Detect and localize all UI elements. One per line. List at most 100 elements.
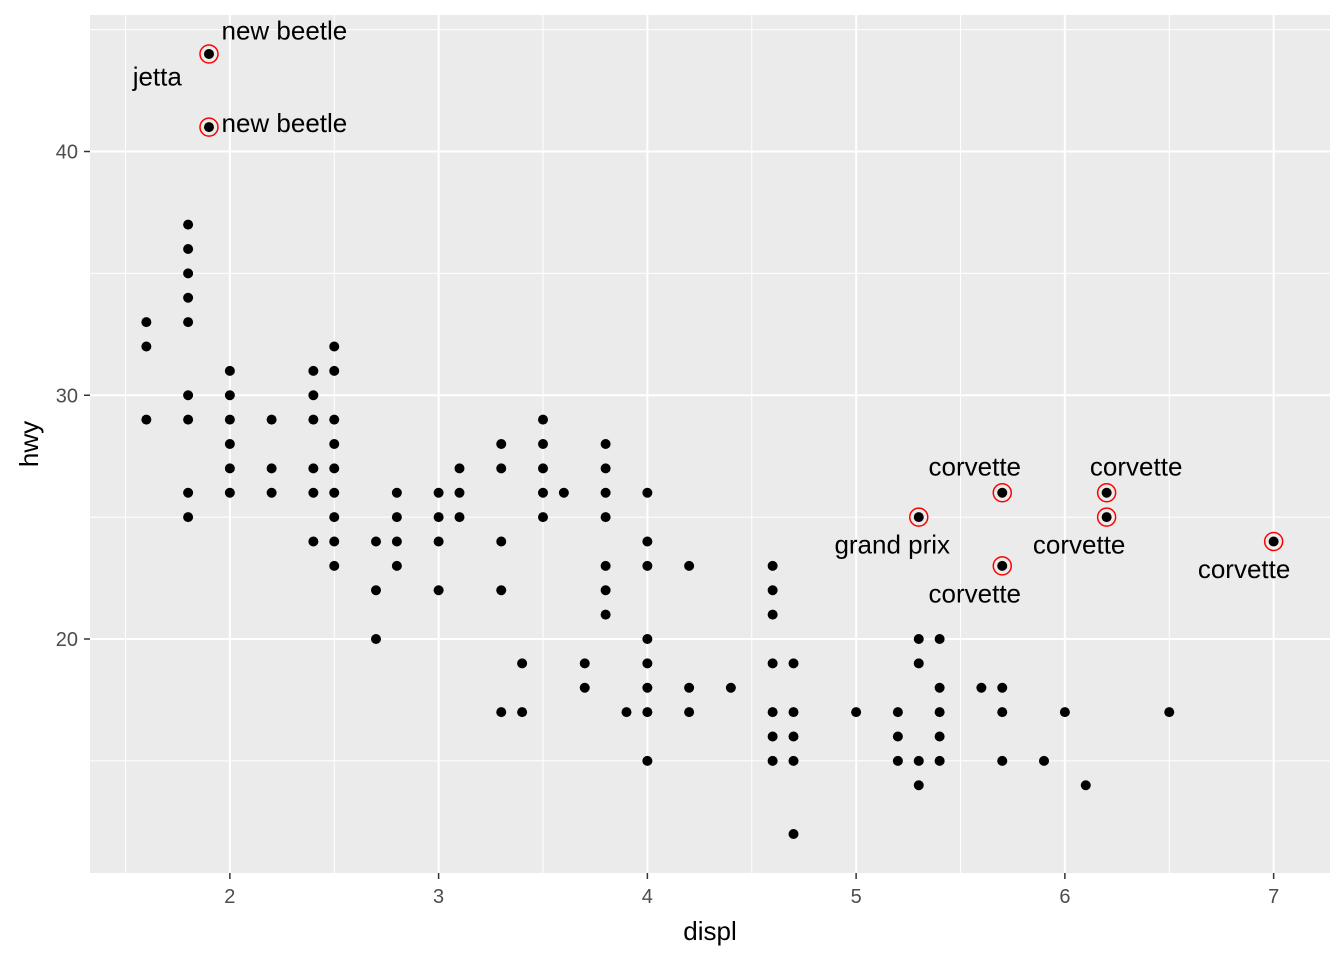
point-annotation: corvette	[929, 452, 1022, 482]
data-point	[370, 634, 381, 644]
data-point	[767, 560, 778, 571]
data-point	[183, 268, 194, 279]
data-point	[913, 755, 924, 766]
data-point	[767, 658, 778, 669]
plot-panel	[90, 15, 1330, 873]
data-point	[642, 707, 653, 718]
data-point	[537, 439, 548, 449]
data-point	[517, 658, 528, 669]
data-point	[1101, 487, 1112, 498]
data-point	[496, 439, 507, 449]
data-point	[537, 463, 548, 474]
data-point	[997, 487, 1008, 498]
point-annotation: corvette	[929, 578, 1022, 608]
data-point	[600, 439, 611, 449]
data-point	[621, 707, 632, 718]
data-point	[600, 512, 611, 523]
grid-major	[90, 15, 1330, 873]
point-annotation: corvette	[1198, 554, 1291, 584]
data-point	[496, 536, 507, 547]
data-point	[600, 463, 611, 474]
data-point	[496, 585, 507, 596]
data-point	[1164, 707, 1175, 718]
data-point	[913, 658, 924, 669]
highlight-ring	[199, 117, 219, 137]
data-point	[725, 682, 736, 693]
data-point	[767, 731, 778, 742]
data-point	[684, 707, 695, 718]
data-point	[997, 707, 1008, 718]
data-point	[934, 682, 945, 693]
data-point	[579, 658, 590, 669]
highlight-ring	[1096, 483, 1117, 503]
data-point	[141, 414, 152, 425]
data-point	[391, 560, 402, 571]
data-point	[892, 731, 903, 742]
data-point	[203, 49, 214, 59]
data-point	[892, 755, 903, 766]
x-tick-label: 3	[433, 886, 444, 908]
point-annotation: grand prix	[834, 530, 950, 560]
data-point	[183, 487, 194, 498]
data-point	[329, 487, 340, 498]
y-tick-label: 20	[56, 629, 78, 651]
annotations: new beetle jetta new beetle corvette grand p…	[132, 15, 1291, 608]
data-point	[997, 755, 1008, 766]
data-point	[684, 682, 695, 693]
data-point	[997, 560, 1008, 571]
y-axis: 20 30 40	[56, 142, 90, 651]
data-point	[266, 487, 277, 498]
data-point	[308, 463, 319, 474]
highlight-rings	[199, 44, 1284, 576]
highlight-ring	[909, 507, 929, 527]
data-point	[329, 560, 340, 571]
data-point	[600, 487, 611, 498]
data-point	[329, 463, 340, 474]
data-point	[183, 414, 194, 425]
data-point	[454, 512, 465, 523]
data-point	[767, 755, 778, 766]
data-point	[642, 487, 653, 498]
y-tick-label: 30	[56, 385, 78, 407]
point-annotation: jetta	[132, 62, 183, 92]
x-tick-label: 7	[1268, 886, 1279, 908]
data-point	[558, 487, 569, 498]
data-point	[183, 219, 194, 230]
data-point	[329, 414, 340, 425]
data-point	[224, 390, 235, 401]
data-point	[433, 512, 444, 523]
data-point	[183, 244, 194, 254]
data-point	[329, 341, 340, 352]
data-point	[642, 682, 653, 693]
data-point	[537, 512, 548, 523]
x-tick-label: 2	[224, 886, 235, 908]
highlight-ring	[1263, 531, 1284, 552]
data-point	[1059, 707, 1070, 718]
data-point	[391, 487, 402, 498]
data-point	[788, 829, 799, 839]
data-point	[788, 755, 799, 766]
data-point	[141, 317, 152, 328]
data-points	[141, 49, 1279, 839]
point-annotation: corvette	[1090, 452, 1183, 482]
data-point	[1268, 536, 1279, 547]
y-tick-label: 40	[56, 142, 78, 164]
data-point	[308, 390, 319, 401]
data-point	[308, 414, 319, 425]
data-point	[454, 487, 465, 498]
data-point	[934, 731, 945, 742]
data-point	[851, 707, 862, 718]
data-point	[183, 317, 194, 328]
data-point	[308, 487, 319, 498]
data-point	[642, 560, 653, 571]
highlight-ring	[1096, 507, 1117, 527]
highlight-ring	[992, 556, 1013, 576]
data-point	[391, 536, 402, 547]
data-point	[579, 682, 590, 693]
data-point	[767, 707, 778, 718]
data-point	[141, 341, 152, 352]
highlight-ring	[992, 483, 1013, 503]
data-point	[329, 536, 340, 547]
data-point	[433, 487, 444, 498]
